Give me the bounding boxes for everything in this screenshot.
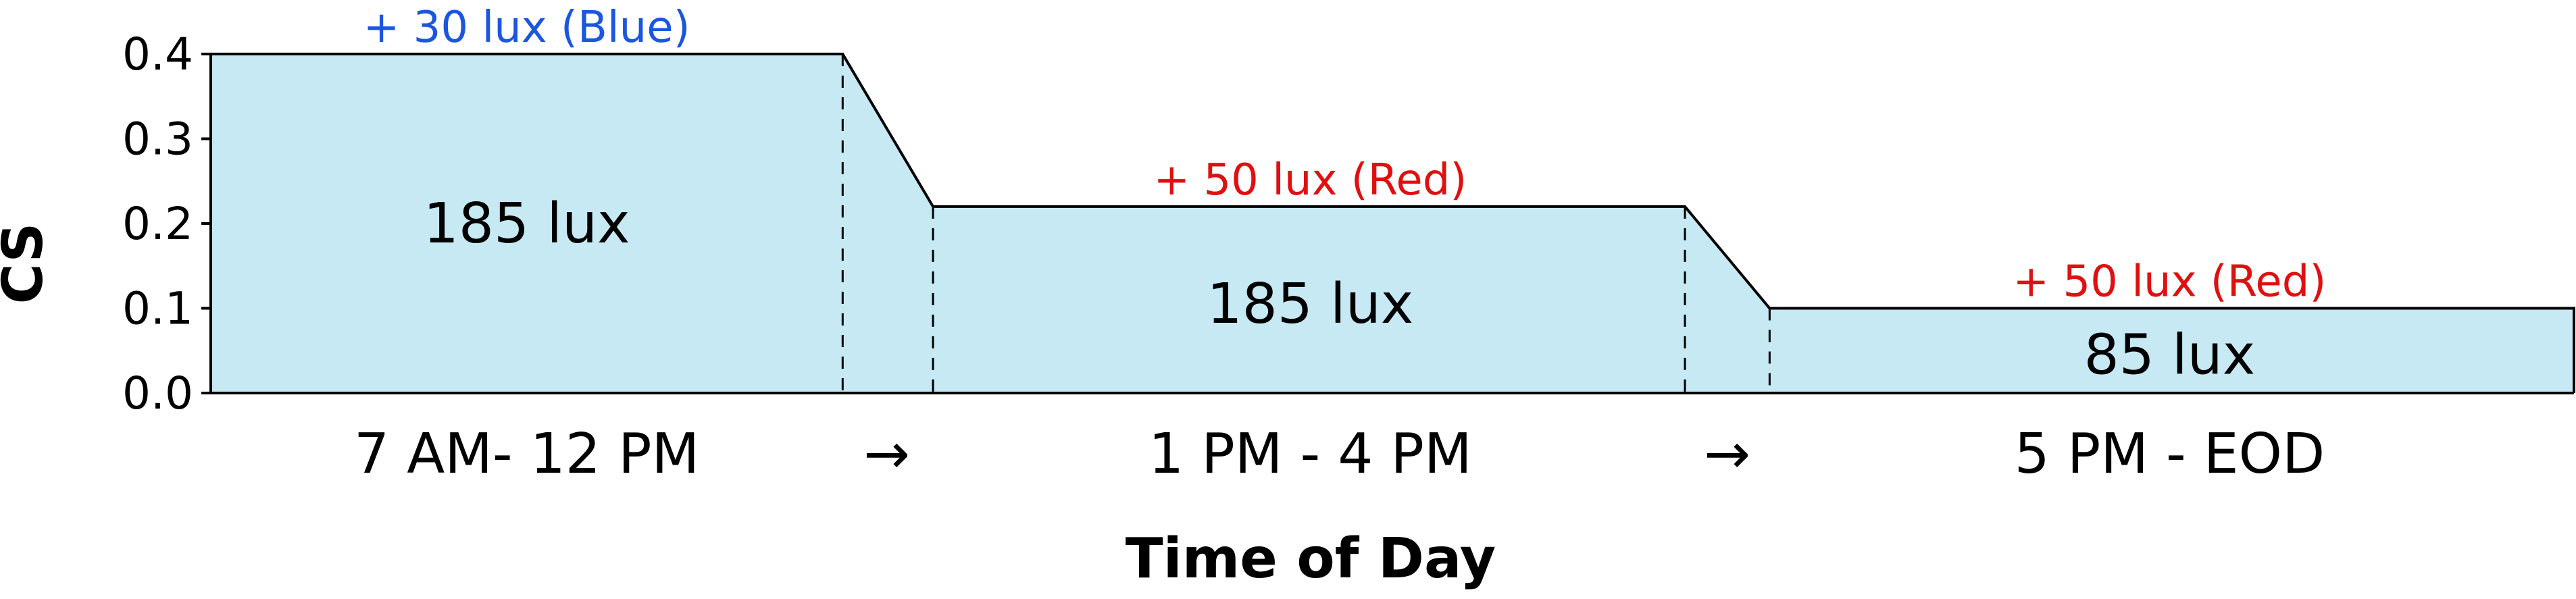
plot-area: 0.0 0.1 0.2 0.3 0.4 185 lux 185 lux 85 lux + 3… bbox=[122, 3, 2575, 486]
x-axis-title: Time of Day bbox=[1126, 527, 1496, 591]
region-lux-label: 185 lux bbox=[424, 192, 630, 256]
transition-boundaries bbox=[841, 54, 1771, 393]
y-tick-label: 0.0 bbox=[122, 367, 193, 419]
y-tick-label: 0.1 bbox=[122, 283, 193, 335]
time-period-label: 5 PM - EOD bbox=[2015, 422, 2325, 486]
annotation-labels: + 30 lux (Blue) + 50 lux (Red) + 50 lux (R… bbox=[363, 3, 2327, 307]
lux-boost-annotation: + 50 lux (Red) bbox=[2013, 257, 2326, 307]
time-period-label: → bbox=[1704, 422, 1750, 486]
region-labels: 185 lux 185 lux 85 lux bbox=[424, 192, 2256, 388]
y-tick-label: 0.2 bbox=[122, 198, 193, 250]
lux-boost-annotation: + 50 lux (Red) bbox=[1153, 155, 1467, 205]
region-lux-label: 85 lux bbox=[2084, 323, 2256, 388]
lux-boost-annotation: + 30 lux (Blue) bbox=[363, 3, 690, 53]
y-axis-ticks: 0.0 0.1 0.2 0.3 0.4 bbox=[122, 28, 211, 419]
y-axis-title: CS bbox=[0, 223, 55, 305]
time-period-label: → bbox=[863, 422, 910, 486]
time-period-label: 7 AM- 12 PM bbox=[354, 422, 699, 486]
y-tick-label: 0.3 bbox=[122, 113, 193, 165]
y-tick-label: 0.4 bbox=[122, 28, 193, 80]
time-period-label: 1 PM - 4 PM bbox=[1148, 422, 1472, 486]
period-labels: 7 AM- 12 PM → 1 PM - 4 PM → 5 PM - EOD bbox=[354, 422, 2325, 486]
region-lux-label: 185 lux bbox=[1207, 272, 1413, 336]
